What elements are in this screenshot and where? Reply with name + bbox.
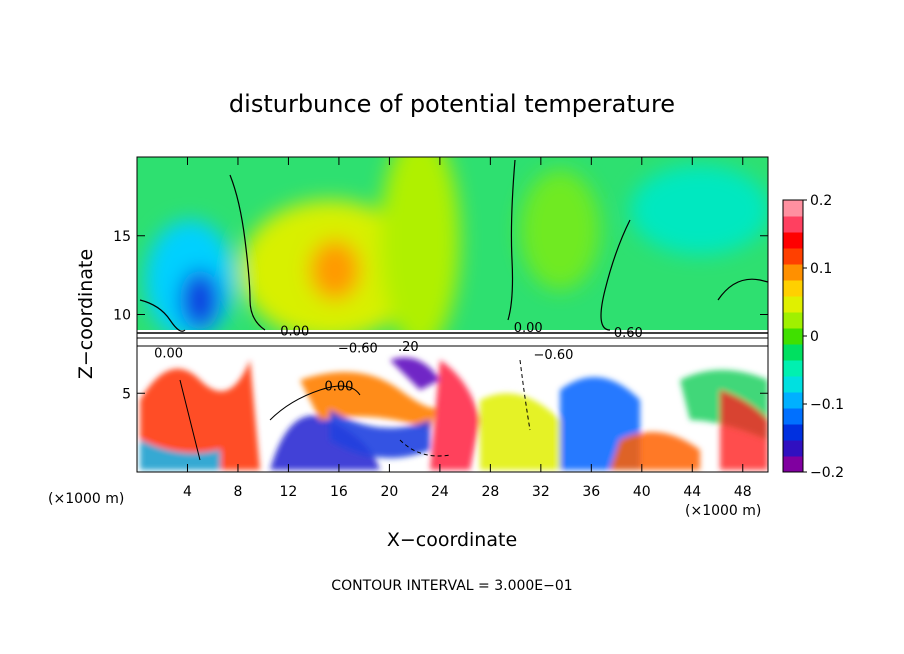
- colorbar-swatch: [783, 440, 803, 457]
- y-tick-label: 5: [122, 386, 131, 402]
- colorbar-swatch: [783, 216, 803, 233]
- colorbar-swatch: [783, 328, 803, 345]
- x-tick-label: 44: [683, 484, 701, 500]
- colorbar-swatch: [783, 424, 803, 441]
- chart-title: disturbunce of potential temperature: [229, 90, 675, 118]
- colorbar-swatch: [783, 392, 803, 409]
- contour-line: [399, 439, 451, 457]
- cyan-right: [630, 165, 768, 255]
- contour-line: [507, 159, 516, 321]
- lime-right: [520, 170, 600, 290]
- contour-label: −0.60: [338, 342, 378, 357]
- warm-core: [310, 240, 360, 300]
- inversion-layer: [137, 330, 768, 350]
- x-unit-label-left: (×1000 m): [48, 491, 124, 507]
- contour-label: 0.00: [280, 324, 309, 339]
- contour-interval-note: CONTOUR INTERVAL = 3.000E−01: [331, 578, 572, 594]
- contour-label: −0.60: [603, 326, 643, 341]
- colorbar-swatch: [783, 232, 803, 249]
- contour-line: [269, 385, 361, 421]
- turbulent-eddy: [480, 393, 560, 470]
- yellowgreen-band: [380, 157, 460, 350]
- x-tick-label: 16: [330, 484, 348, 500]
- turbulent-eddy: [430, 360, 480, 470]
- x-tick-label: 28: [481, 484, 499, 500]
- contour-line: [179, 379, 201, 461]
- contour-label: 0.00: [514, 321, 543, 336]
- colorbar-swatch: [783, 376, 803, 393]
- contour-label: 0.00: [324, 379, 353, 394]
- contour-line: [717, 278, 768, 301]
- colorbar-swatch: [783, 296, 803, 313]
- contour-line: [139, 299, 186, 332]
- colorbar-swatch: [783, 280, 803, 297]
- plot-area: 0.00 0.00 −0.60 .20 0.00 0.00 −0.60 −0.60: [137, 157, 768, 472]
- turbulent-eddy: [270, 415, 380, 470]
- colorbar-swatch: [783, 344, 803, 361]
- x-tick-label: 8: [233, 484, 242, 500]
- contour-line: [519, 359, 531, 431]
- colorbar-tick-label: 0.2: [810, 193, 832, 209]
- colorbar-swatch: [783, 360, 803, 377]
- x-tick-label: 32: [532, 484, 550, 500]
- contour-line: [229, 174, 266, 331]
- contour-label: 0.00: [154, 346, 183, 361]
- x-unit-label-right: (×1000 m): [685, 503, 761, 519]
- x-tick-label: 20: [380, 484, 398, 500]
- turbulent-eddy: [390, 357, 440, 390]
- colorbar-swatch: [783, 408, 803, 425]
- turbulent-eddy: [140, 440, 220, 470]
- colorbar-swatch: [783, 264, 803, 281]
- x-tick-label: 48: [734, 484, 752, 500]
- colorbar-tick-label: −0.1: [810, 397, 844, 413]
- contour-label: .20: [398, 340, 419, 355]
- colorbar-swatch: [783, 312, 803, 329]
- contour-line: [600, 219, 631, 331]
- y-axis-label: Z−coordinate: [75, 249, 97, 379]
- colorbar: 0.2 0.1 0 −0.1 −0.2: [782, 193, 844, 481]
- turbulent-eddy: [330, 410, 430, 458]
- colorbar-swatch: [783, 200, 803, 217]
- x-tick-label: 12: [280, 484, 298, 500]
- colorbar-swatch: [783, 248, 803, 265]
- x-tick-label: 40: [633, 484, 651, 500]
- y-tick-label: 10: [113, 308, 131, 324]
- x-tick-label: 36: [582, 484, 600, 500]
- turbulent-eddy: [140, 360, 260, 470]
- y-tick-label: 15: [113, 229, 131, 245]
- colorbar-tick-label: 0.1: [810, 261, 832, 277]
- cold-core: [180, 270, 220, 330]
- colorbar-tick-label: −0.2: [810, 465, 844, 481]
- x-axis-label: X−coordinate: [387, 529, 517, 551]
- turbulent-eddy: [720, 390, 768, 470]
- colorbar-swatch: [783, 456, 803, 473]
- x-tick-label: 24: [431, 484, 449, 500]
- contour-label: −0.60: [534, 348, 574, 363]
- x-tick-label: 4: [183, 484, 192, 500]
- colorbar-tick-label: 0: [810, 329, 819, 345]
- turbulent-eddy: [610, 432, 700, 470]
